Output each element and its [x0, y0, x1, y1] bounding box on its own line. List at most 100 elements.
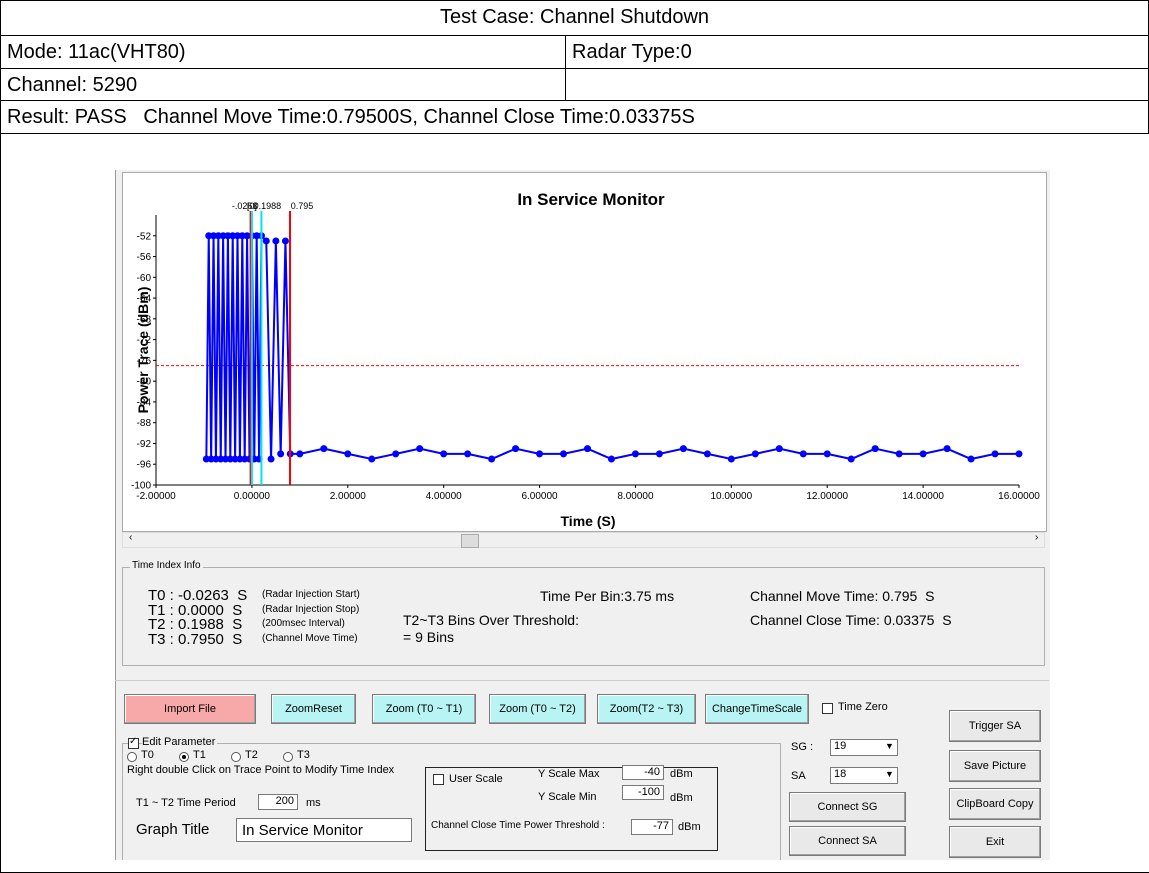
- save-button[interactable]: Save Picture: [949, 750, 1041, 782]
- ymax-label: Y Scale Max: [538, 768, 600, 780]
- connect-sg-button[interactable]: Connect SG: [789, 792, 906, 822]
- point: [207, 455, 215, 463]
- ymax-unit: dBm: [670, 768, 693, 780]
- edit-title: Edit Parameter: [142, 736, 218, 748]
- y-tick-label: -68: [137, 314, 152, 325]
- zoom-button[interactable]: Zoom (T0 ~ T2): [489, 694, 586, 724]
- y-tick-label: -60: [137, 273, 152, 284]
- point: [919, 450, 927, 458]
- point: [320, 445, 328, 453]
- channel-cell: Channel: 5290: [0, 68, 566, 101]
- point: [243, 232, 251, 240]
- x-tick-label: 4.00000: [426, 491, 463, 502]
- point: [679, 445, 687, 453]
- point: [202, 455, 210, 463]
- combo-arrow: ▼: [885, 769, 894, 779]
- scroll-left[interactable]: ‹: [129, 532, 133, 543]
- point: [212, 455, 220, 463]
- x-tick-label: 8.00000: [617, 491, 654, 502]
- separator: [115, 680, 1049, 681]
- sg-label: SG :: [791, 741, 814, 753]
- trigger-button[interactable]: Trigger SA: [949, 710, 1041, 742]
- x-axis-label: Time (S): [561, 513, 616, 529]
- point: [416, 445, 424, 453]
- period-unit: ms: [306, 797, 321, 809]
- move-time: Channel Move Time: 0.795 S: [750, 588, 935, 604]
- point: [871, 445, 879, 453]
- connect-sa-button[interactable]: Connect SA: [789, 826, 906, 856]
- time-zero-checkbox[interactable]: [822, 703, 833, 714]
- point: [296, 450, 304, 458]
- exit-button[interactable]: Exit: [949, 826, 1041, 858]
- threshold-input[interactable]: -77: [631, 819, 673, 835]
- title-cell: Test Case: Channel Shutdown: [0, 0, 1149, 36]
- sa-label: SA: [791, 770, 806, 782]
- y-tick-label: -92: [137, 439, 152, 450]
- point: [560, 450, 568, 458]
- ymax-input[interactable]: -40: [622, 765, 664, 780]
- y-tick-label: -52: [137, 231, 152, 242]
- y-tick-label: -96: [137, 460, 152, 471]
- point: [991, 450, 999, 458]
- y-tick-label: -84: [137, 397, 152, 408]
- radar-cell: Radar Type:0: [565, 35, 1149, 69]
- point: [751, 450, 759, 458]
- zoom-button[interactable]: Zoom (T0 ~ T1): [372, 694, 476, 724]
- trace: [205, 233, 1019, 461]
- bins-over: T2~T3 Bins Over Threshold:: [403, 612, 579, 628]
- point: [488, 455, 496, 463]
- point: [253, 232, 261, 240]
- time-per-bin: Time Per Bin:3.75 ms: [540, 588, 675, 604]
- point: [222, 455, 230, 463]
- x-tick-label: 14.00000: [902, 491, 944, 502]
- time-index-note: (Radar Injection Stop): [262, 603, 360, 615]
- mode-cell: Mode: 11ac(VHT80): [0, 35, 566, 69]
- period-input[interactable]: 200: [258, 794, 298, 810]
- period-label: T1 ~ T2 Time Period: [136, 797, 236, 809]
- time-index-note: (Radar Injection Start): [262, 589, 360, 600]
- zoom-button[interactable]: Zoom(T2 ~ T3): [597, 694, 696, 724]
- x-tick-label: 0.00000: [234, 491, 271, 502]
- radio[interactable]: [127, 752, 137, 762]
- import-button[interactable]: Import File: [124, 694, 256, 724]
- time-scale-button[interactable]: ChangeTimeScale: [705, 694, 809, 724]
- radio-dot: [182, 755, 186, 759]
- time-index-group: [122, 567, 1045, 666]
- scale-group: [425, 767, 718, 851]
- point: [267, 455, 275, 463]
- x-tick-label: 10.00000: [710, 491, 752, 502]
- zoom-reset-button[interactable]: ZoomReset: [271, 694, 356, 724]
- point: [262, 237, 270, 245]
- point: [231, 455, 239, 463]
- point: [236, 455, 244, 463]
- chart: In Service Monitor Time (S) Power Trace (d…: [122, 172, 1047, 532]
- y-axis-label: Power Trace (dBm): [135, 287, 151, 414]
- radio[interactable]: [231, 752, 241, 762]
- point: [205, 232, 213, 240]
- ymin-input[interactable]: -100: [622, 785, 664, 800]
- radio-label: T3: [297, 749, 310, 761]
- bins: = 9 Bins: [403, 629, 454, 645]
- point: [210, 232, 218, 240]
- radio[interactable]: [283, 752, 293, 762]
- graph-title-input[interactable]: In Service Monitor: [236, 818, 412, 842]
- clipboard-button[interactable]: ClipBoard Copy: [949, 788, 1041, 820]
- point: [344, 450, 352, 458]
- point: [392, 450, 400, 458]
- edit-checkbox[interactable]: ✓: [128, 736, 139, 749]
- sg-combo[interactable]: 19: [830, 739, 898, 756]
- sa-combo[interactable]: 18: [830, 767, 898, 784]
- y-tick-label: -88: [137, 418, 152, 429]
- scroll-right[interactable]: ›: [1035, 532, 1039, 543]
- scroll-thumb[interactable]: [461, 534, 479, 548]
- point: [727, 455, 735, 463]
- time-index-text: T2 : 0.1988 S: [148, 616, 243, 633]
- point: [655, 450, 663, 458]
- time-zero-label: Time Zero: [838, 701, 888, 713]
- point: [775, 445, 783, 453]
- threshold-label: Channel Close Time Power Threshold :: [431, 820, 605, 831]
- user-scale-checkbox[interactable]: [433, 774, 444, 785]
- scrollbar[interactable]: ‹ ›: [122, 532, 1045, 548]
- point: [277, 450, 285, 458]
- radio[interactable]: [179, 752, 189, 762]
